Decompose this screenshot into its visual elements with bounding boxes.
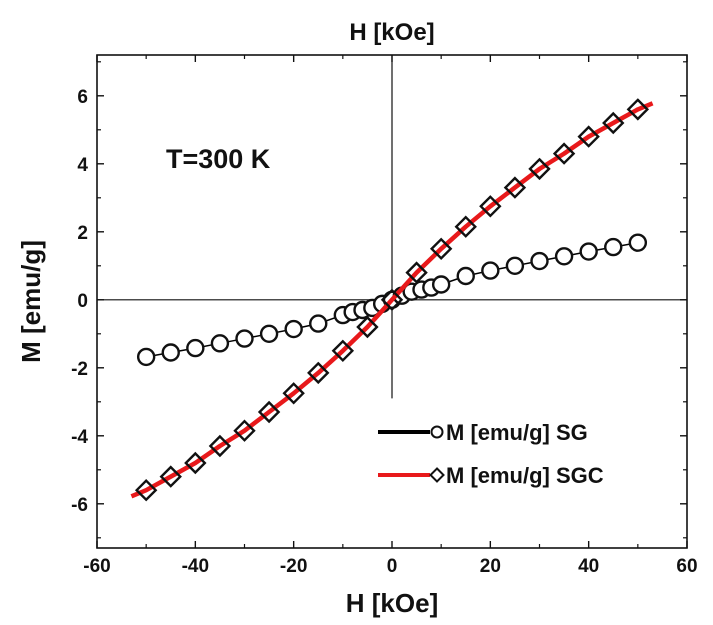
series <box>130 98 654 502</box>
data-point-sg <box>431 275 451 294</box>
data-point-sg <box>161 343 180 362</box>
data-point-sg <box>579 242 598 261</box>
data-point-sgc <box>405 261 428 284</box>
data-point-sg <box>604 237 623 257</box>
data-point-sg <box>505 256 525 275</box>
y-axis-title: M [emu/g] <box>16 240 46 363</box>
y-tick-label: -2 <box>71 359 88 380</box>
data-point-sgc <box>552 142 576 165</box>
data-point-sgc <box>429 237 453 260</box>
legend: M [emu/g] SG M [emu/g] SGC <box>378 420 604 488</box>
y-tick-label: 2 <box>77 223 88 244</box>
data-point-sgc <box>380 288 404 311</box>
legend-item-sgc: M [emu/g] SGC <box>378 463 604 488</box>
data-point-sg <box>136 347 156 367</box>
data-point-sg <box>186 338 205 358</box>
y-tick-label: -4 <box>71 427 88 448</box>
data-point-sgc <box>208 434 232 458</box>
data-point-sg <box>210 334 230 353</box>
data-point-sg <box>284 319 303 339</box>
x-tick-label: 60 <box>676 556 697 577</box>
x-tick-label: -60 <box>83 556 110 577</box>
series-sg <box>136 233 648 367</box>
data-point-sgc <box>602 111 625 135</box>
x-axis-title: H [kOe] <box>346 588 438 618</box>
data-point-sgc <box>257 400 281 424</box>
legend-swatch-sg-marker <box>430 425 444 439</box>
data-point-sgc <box>159 465 182 488</box>
data-point-sg <box>481 261 500 280</box>
data-point-sgc <box>233 419 256 442</box>
x-tick-label: 0 <box>387 556 398 577</box>
x-tick-label: 20 <box>480 556 501 577</box>
data-point-sgc <box>356 315 379 339</box>
x-tick-label: 40 <box>578 556 599 577</box>
y-tick-label: 0 <box>77 291 88 312</box>
data-point-sgc <box>307 361 330 385</box>
x-tick-label: -20 <box>280 556 307 577</box>
legend-item-sg: M [emu/g] SG <box>378 420 588 445</box>
y-tick-label: -6 <box>71 495 88 516</box>
data-point-sgc <box>134 479 158 502</box>
data-point-sg <box>530 251 549 271</box>
temperature-annotation: T=300 K <box>166 144 271 174</box>
legend-label-sg: M [emu/g] SG <box>446 420 588 445</box>
data-point-sgc <box>282 382 305 405</box>
series-sgc-line <box>130 101 654 499</box>
legend-label-sgc: M [emu/g] SGC <box>446 463 604 488</box>
top-axis-title: H [kOe] <box>349 19 434 46</box>
data-point-sg <box>235 329 254 348</box>
data-point-sg <box>309 314 328 333</box>
x-tick-label: -40 <box>182 556 209 577</box>
data-point-sgc <box>331 339 355 362</box>
legend-swatch-sgc-marker <box>429 467 445 483</box>
data-point-sgc <box>479 195 502 218</box>
data-point-sg <box>554 247 574 266</box>
data-point-sgc <box>503 176 527 199</box>
y-tick-label: 6 <box>77 87 88 108</box>
data-point-sgc <box>577 125 600 148</box>
data-point-sg <box>456 266 475 286</box>
data-point-sgc <box>528 157 551 181</box>
series-sgc <box>130 98 654 502</box>
data-point-sg <box>628 233 648 252</box>
data-point-sgc <box>626 98 650 121</box>
data-point-sgc <box>184 451 207 475</box>
data-point-sg <box>259 324 279 343</box>
y-tick-label: 4 <box>77 155 88 176</box>
data-point-sgc <box>454 215 477 238</box>
